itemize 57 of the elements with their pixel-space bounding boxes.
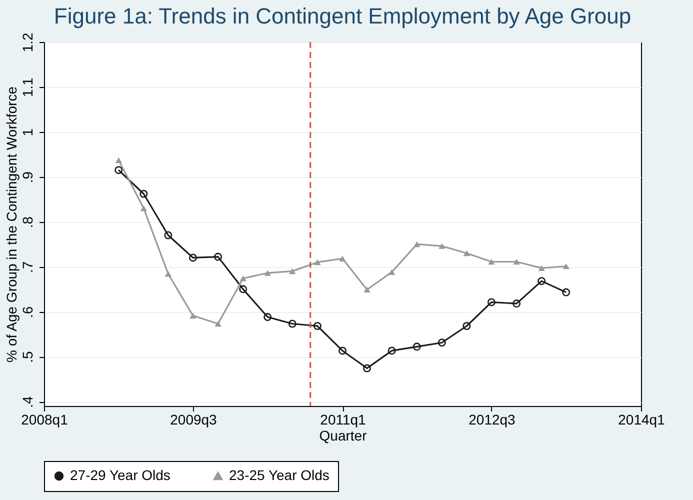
point [462, 322, 471, 330]
point [513, 258, 520, 265]
point [538, 265, 545, 271]
point [412, 342, 421, 351]
y-tick-label: .7 [20, 261, 36, 274]
point [190, 312, 196, 319]
y-tick-label: .6 [20, 306, 36, 318]
point [562, 288, 570, 296]
point [114, 166, 123, 174]
point [488, 258, 495, 265]
legend-label: 27-29 Year Olds [70, 467, 170, 483]
point [438, 338, 446, 347]
point [364, 286, 370, 293]
point [264, 313, 272, 322]
point [188, 254, 197, 262]
point [512, 300, 521, 308]
y-tick-label: .5 [20, 351, 36, 363]
point [140, 190, 148, 198]
point [338, 346, 347, 355]
point [214, 320, 222, 327]
point [239, 285, 248, 294]
point [164, 270, 172, 277]
y-tick-label: 1.1 [20, 77, 36, 98]
y-tick-label: 1 [20, 128, 36, 136]
y-tick-label: .9 [20, 171, 36, 184]
x-tick-label: 2014q1 [618, 412, 666, 428]
point [438, 243, 446, 249]
point [289, 268, 296, 274]
point [288, 320, 296, 328]
x-tick-label: 2008q1 [21, 412, 68, 428]
point [562, 263, 570, 270]
point [339, 256, 346, 262]
point [264, 270, 271, 276]
point [388, 346, 396, 355]
point [538, 277, 546, 286]
x-tick-label: 2011q1 [320, 412, 366, 428]
legend-label: 23-25 Year Olds [229, 467, 330, 483]
y-tick-label: .4 [20, 396, 36, 408]
point [115, 157, 122, 164]
point [313, 322, 322, 330]
point [487, 298, 496, 306]
point [164, 231, 172, 240]
y-tick-label: .8 [20, 216, 36, 228]
x-tick-label: 2009q3 [170, 412, 218, 428]
point [363, 364, 372, 372]
x-axis-title: Quarter [319, 428, 368, 444]
x-tick-label: 2012q3 [468, 412, 516, 428]
y-tick-label: 1.2 [20, 32, 36, 52]
point [214, 252, 222, 261]
y-axis-title: % of Age Group in the Contingent Workforce [4, 86, 20, 363]
point [463, 250, 470, 256]
chart-title: Figure 1a: Trends in Contingent Employment by Age Group [54, 3, 632, 28]
point [140, 205, 148, 212]
point [388, 269, 396, 275]
point [414, 241, 420, 248]
point [240, 275, 246, 282]
point [314, 259, 321, 266]
